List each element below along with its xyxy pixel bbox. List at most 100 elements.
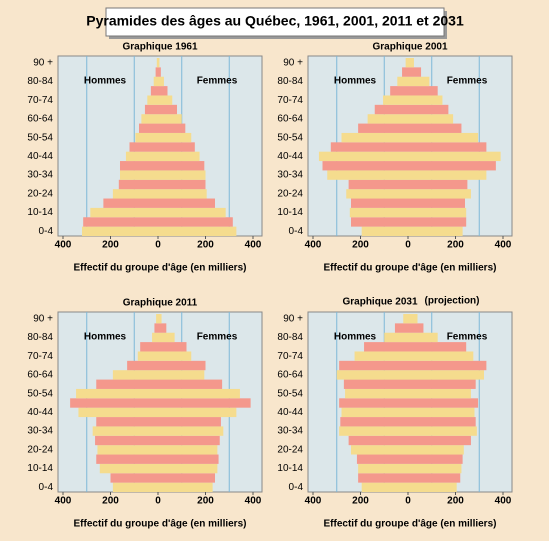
bar (103, 198, 158, 208)
bar (346, 189, 408, 199)
bar (408, 388, 471, 399)
bar (408, 114, 454, 124)
right-label: Femmes (447, 332, 488, 343)
bar (97, 445, 158, 455)
bar (99, 463, 158, 474)
bar (139, 123, 158, 133)
bar (330, 142, 408, 152)
bar (408, 217, 467, 227)
bar (408, 95, 443, 105)
bar (158, 86, 168, 96)
bar (158, 76, 164, 87)
x-tick-label: 400 (495, 240, 512, 251)
bar (408, 342, 467, 352)
bar (408, 463, 462, 474)
bar (158, 170, 206, 180)
bar (408, 76, 430, 87)
bar (112, 370, 158, 380)
bar (408, 86, 438, 96)
bar (118, 179, 158, 190)
y-tick-label: 40-44 (277, 151, 303, 162)
bar (158, 417, 221, 427)
bar (158, 207, 226, 218)
bar (358, 123, 408, 133)
bar (70, 398, 158, 408)
bar (348, 179, 408, 190)
bar (129, 142, 158, 152)
bar (158, 407, 237, 418)
bar (408, 445, 464, 455)
bar (408, 58, 414, 68)
x-tick-label: 200 (352, 240, 369, 251)
bar (158, 123, 186, 133)
bar (322, 161, 408, 171)
y-tick-label: 0-4 (39, 482, 54, 493)
x-tick-label: 200 (102, 240, 119, 251)
x-tick-label: 400 (245, 496, 262, 507)
x-tick-label: 400 (305, 240, 322, 251)
bar (374, 104, 408, 115)
y-tick-label: 10-14 (277, 207, 303, 218)
bar (158, 179, 206, 190)
y-tick-label: 70-74 (27, 95, 53, 106)
bar (408, 132, 479, 143)
title-box (105, 7, 445, 37)
x-tick-label: 200 (447, 496, 464, 507)
bar (318, 151, 408, 162)
bar (408, 426, 477, 436)
bar (158, 114, 182, 124)
bar (339, 426, 408, 436)
bar (408, 332, 438, 343)
x-tick-label: 0 (155, 240, 161, 251)
bar (408, 360, 487, 371)
bar (351, 198, 408, 208)
bar (408, 314, 418, 324)
y-tick-label: 20-24 (277, 188, 303, 199)
bar (158, 161, 205, 171)
bar (158, 435, 220, 446)
x-tick-label: 0 (405, 240, 411, 251)
bar (158, 370, 205, 380)
bar (405, 58, 408, 68)
bar (158, 226, 237, 236)
x-axis-label: Effectif du groupe d'âge (en milliers) (324, 263, 497, 274)
y-tick-label: 70-74 (277, 95, 303, 106)
bar (358, 463, 408, 474)
left-label: Hommes (334, 332, 377, 343)
bar (408, 323, 424, 333)
bar (153, 76, 158, 87)
bar (408, 161, 496, 171)
bar (158, 388, 240, 399)
x-tick-label: 200 (447, 240, 464, 251)
bar (158, 189, 207, 199)
bar (158, 104, 177, 115)
bar (96, 379, 158, 389)
bar (158, 95, 173, 105)
bar (137, 351, 158, 361)
bar (92, 426, 158, 436)
bar (158, 482, 213, 492)
bar (158, 198, 215, 208)
bar (158, 332, 175, 343)
y-tick-label: 40-44 (277, 407, 303, 418)
y-tick-label: 90 + (283, 57, 303, 68)
bar (341, 132, 408, 143)
bar (158, 342, 187, 352)
bar (361, 482, 408, 492)
left-label: Hommes (84, 332, 127, 343)
bar (76, 388, 158, 399)
bar (351, 445, 408, 455)
y-tick-label: 60-64 (27, 370, 53, 381)
bar (408, 198, 465, 208)
bar (383, 95, 408, 105)
y-tick-label: 0-4 (289, 226, 304, 237)
bar (408, 407, 475, 418)
chart-title: Graphique 2031 (342, 297, 417, 308)
x-axis-label: Effectif du groupe d'âge (en milliers) (324, 519, 497, 530)
y-tick-label: 60-64 (27, 114, 53, 125)
bar (351, 217, 408, 227)
bar (141, 114, 158, 124)
bar (348, 435, 408, 446)
y-tick-label: 70-74 (27, 351, 53, 362)
